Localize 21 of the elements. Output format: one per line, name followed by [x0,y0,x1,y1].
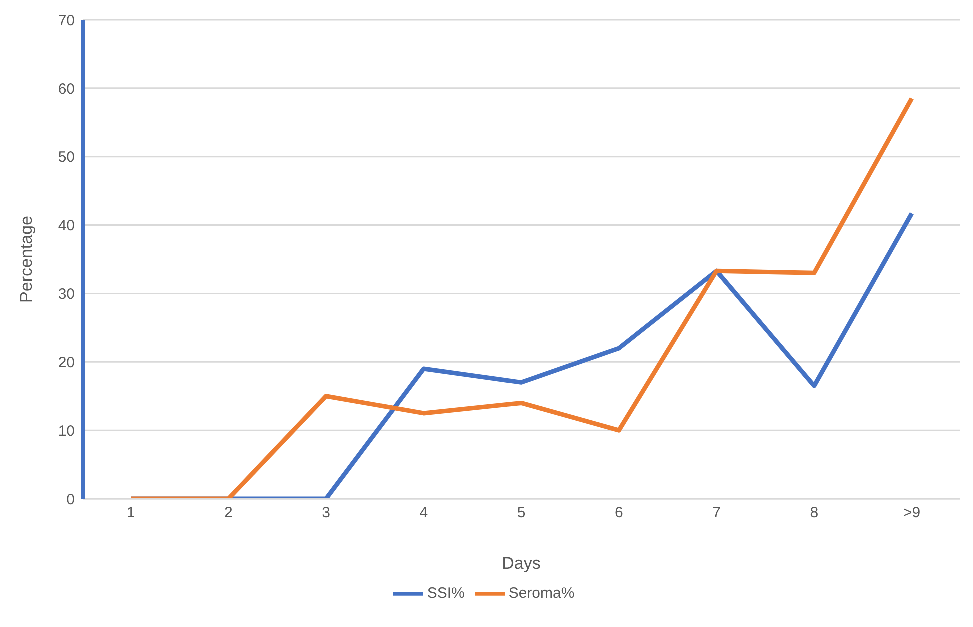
x-tick-label: 4 [420,504,428,522]
y-tick-label: 30 [58,286,75,304]
y-tick-label: 50 [58,149,75,166]
legend-label: SSI% [427,584,465,602]
x-tick-label: 3 [322,504,330,522]
y-tick-label: 70 [58,12,75,30]
x-tick-label: 8 [810,504,819,522]
x-tick-label: 7 [712,504,721,522]
x-axis-title: Days [502,554,541,573]
y-axis-title: Percentage [17,216,36,303]
x-tick-label: 6 [614,504,624,522]
y-tick-label: 0 [66,491,75,508]
x-tick-label: 5 [517,504,526,522]
x-tick-label: 1 [126,504,136,522]
y-tick-label: 60 [58,80,75,98]
x-tick-label: 2 [224,504,233,522]
x-tick-label: >9 [903,504,921,522]
y-tick-label: 20 [58,354,75,372]
y-tick-label: 40 [58,218,75,235]
legend-label: Seroma% [508,584,575,602]
y-tick-label: 10 [58,422,75,440]
